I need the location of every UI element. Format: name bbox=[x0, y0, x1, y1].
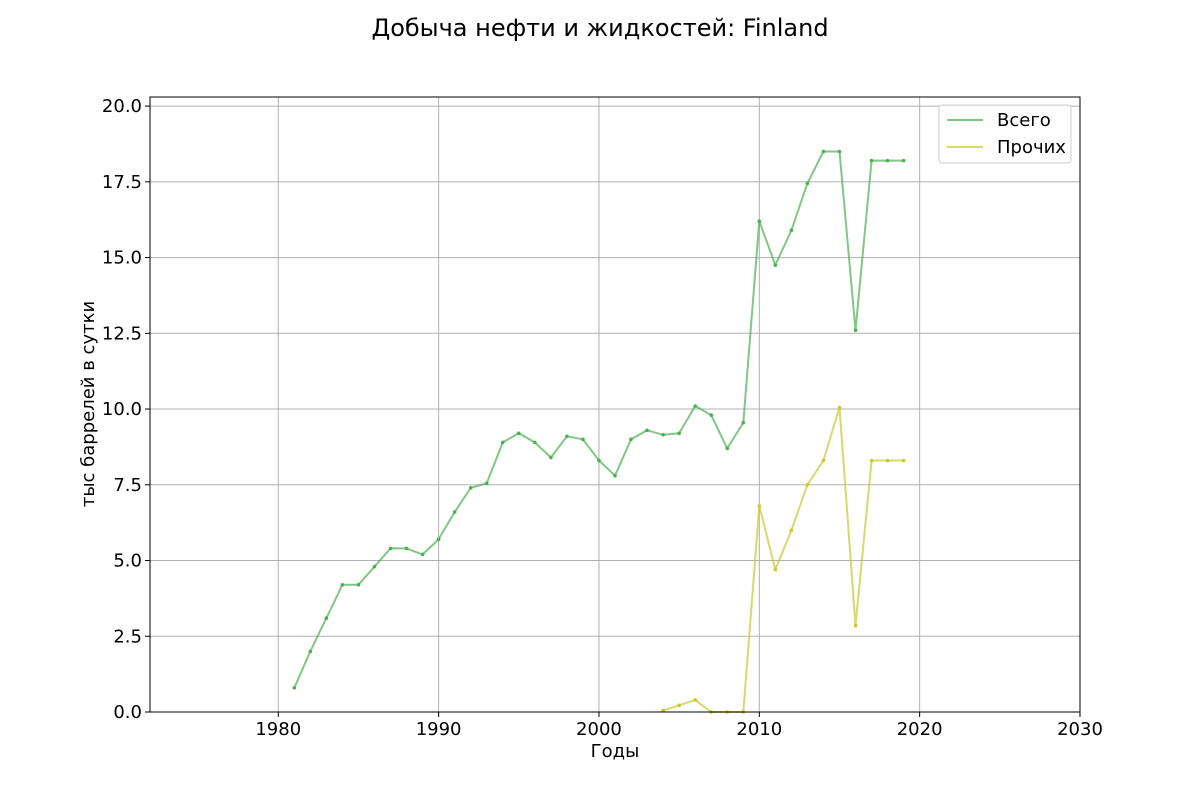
data-point bbox=[821, 149, 826, 154]
data-point bbox=[837, 405, 842, 410]
data-point bbox=[420, 552, 425, 557]
legend-label: Прочих bbox=[997, 137, 1066, 158]
x-axis-label: Годы bbox=[591, 741, 640, 762]
data-point bbox=[613, 473, 617, 478]
data-point bbox=[468, 486, 473, 490]
series-2 bbox=[661, 405, 906, 714]
data-point bbox=[565, 434, 569, 439]
data-point bbox=[869, 158, 874, 163]
data-point bbox=[661, 432, 665, 437]
data-point bbox=[597, 458, 601, 463]
data-point bbox=[757, 219, 762, 224]
x-tick-label: 1990 bbox=[416, 719, 462, 740]
y-tick-label: 5.0 bbox=[113, 551, 142, 572]
data-point bbox=[789, 228, 794, 233]
y-tick-label: 20.0 bbox=[102, 96, 142, 117]
data-point bbox=[869, 458, 874, 463]
data-point bbox=[452, 510, 457, 514]
x-axis: 1980 1990 2000 2010 2020 2030 bbox=[255, 712, 1103, 740]
legend: Всего Прочих bbox=[938, 104, 1072, 164]
series-1 bbox=[292, 149, 906, 690]
x-tick-label: 2020 bbox=[897, 719, 943, 740]
grid bbox=[150, 97, 1081, 713]
data-point bbox=[805, 482, 810, 487]
data-point bbox=[308, 649, 313, 654]
y-tick-label: 17.5 bbox=[102, 172, 142, 193]
data-point bbox=[292, 685, 297, 690]
legend-label: Всего bbox=[997, 110, 1051, 131]
data-point bbox=[324, 616, 329, 620]
data-point bbox=[340, 582, 345, 587]
series-layer bbox=[292, 149, 906, 714]
data-point bbox=[372, 564, 377, 569]
data-point bbox=[629, 437, 633, 442]
data-point bbox=[709, 413, 714, 417]
y-tick-label: 10.0 bbox=[102, 399, 142, 420]
data-point bbox=[549, 455, 553, 460]
data-point bbox=[388, 546, 393, 551]
y-axis-label: тыс баррелей в сутки bbox=[78, 301, 99, 507]
data-point bbox=[757, 504, 762, 508]
data-point bbox=[677, 703, 681, 708]
x-tick-label: 1980 bbox=[255, 719, 301, 740]
data-point bbox=[500, 440, 505, 445]
data-point bbox=[404, 546, 409, 551]
data-point bbox=[581, 437, 585, 442]
data-point bbox=[773, 263, 778, 267]
data-point bbox=[821, 458, 826, 463]
data-point bbox=[853, 328, 858, 333]
data-point bbox=[484, 481, 489, 486]
y-axis: 0.0 2.5 5.0 7.5 10.0 12.5 15.0 17.5 20.0 bbox=[102, 96, 150, 723]
data-point bbox=[693, 404, 697, 408]
data-point bbox=[805, 181, 810, 186]
x-tick-label: 2000 bbox=[576, 719, 622, 740]
plot-frame bbox=[149, 96, 1081, 713]
data-point bbox=[901, 458, 906, 463]
data-point bbox=[533, 440, 537, 445]
x-tick-label: 2030 bbox=[1057, 719, 1103, 740]
data-point bbox=[789, 528, 794, 533]
chart-title: Добыча нефти и жидкостей: Finland bbox=[371, 14, 828, 42]
data-point bbox=[741, 420, 746, 425]
y-tick-label: 15.0 bbox=[102, 248, 142, 269]
data-point bbox=[901, 158, 906, 163]
y-tick-label: 7.5 bbox=[113, 475, 142, 496]
y-tick-label: 12.5 bbox=[102, 323, 142, 344]
data-point bbox=[677, 431, 681, 436]
y-tick-label: 2.5 bbox=[113, 626, 142, 647]
data-point bbox=[356, 582, 361, 587]
data-point bbox=[516, 431, 521, 436]
data-point bbox=[436, 537, 441, 542]
x-tick-label: 2010 bbox=[736, 719, 782, 740]
data-point bbox=[725, 446, 730, 451]
data-point bbox=[853, 623, 858, 628]
data-point bbox=[837, 149, 842, 154]
series-line bbox=[662, 406, 904, 713]
data-point bbox=[661, 708, 665, 713]
data-point bbox=[885, 458, 890, 463]
data-point bbox=[645, 428, 649, 433]
data-point bbox=[773, 567, 778, 572]
y-tick-label: 0.0 bbox=[113, 702, 142, 723]
data-point bbox=[693, 698, 697, 702]
data-point bbox=[885, 158, 890, 163]
